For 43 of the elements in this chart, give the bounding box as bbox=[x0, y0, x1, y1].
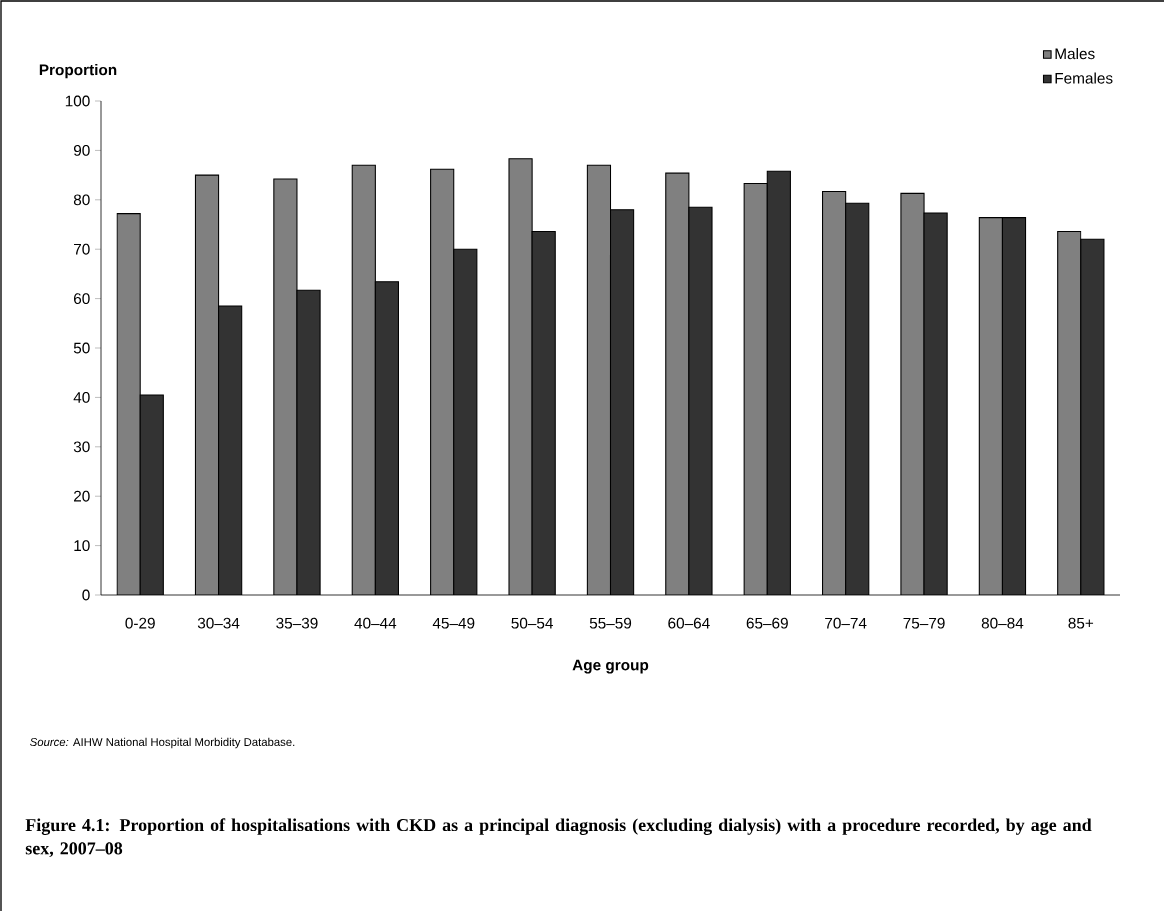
bar bbox=[767, 171, 791, 596]
x-tick-label: 30–34 bbox=[197, 617, 240, 629]
bar bbox=[1002, 217, 1026, 596]
text: Source: AIHW National Hospital Morbidity Database. bbox=[30, 737, 295, 749]
x-tick-label: 45–49 bbox=[432, 617, 475, 629]
bar bbox=[688, 207, 713, 596]
x-tick-label: 0-29 bbox=[125, 617, 155, 629]
y-tick-label: 20 bbox=[74, 490, 90, 502]
bar bbox=[610, 209, 634, 596]
y-tick-label: 70 bbox=[74, 243, 90, 255]
bar bbox=[1080, 238, 1105, 596]
x-tick-label: 55–59 bbox=[589, 617, 632, 629]
text: Figure 4.1: Proportion of hospitalisations with CKD as a principal diagnosis (excluding dialysis) with a procedure recorded, by age and sex, 2007–08 bbox=[25, 818, 1092, 858]
y-tick-label: 100 bbox=[65, 95, 90, 107]
x-tick-label: 75–79 bbox=[903, 617, 945, 629]
bar bbox=[924, 213, 948, 596]
y-tick-label: 80 bbox=[73, 194, 90, 206]
x-tick-label: 65–69 bbox=[746, 617, 788, 629]
bar bbox=[845, 203, 869, 596]
x-tick-label: 35–39 bbox=[276, 617, 318, 629]
bar bbox=[453, 249, 477, 596]
bar bbox=[140, 394, 164, 596]
y-tick-label: 10 bbox=[74, 540, 90, 552]
y-tick-label: 0 bbox=[82, 589, 90, 601]
x-tick-label: 50–54 bbox=[511, 617, 553, 629]
y-axis-title: Proportion bbox=[39, 64, 117, 79]
x-axis-title: Age group bbox=[572, 659, 649, 674]
bar bbox=[532, 231, 556, 596]
x-tick-label: 70–74 bbox=[825, 617, 867, 629]
legend-label: Females bbox=[1055, 72, 1113, 84]
y-tick-label: 40 bbox=[73, 391, 90, 403]
x-tick-label: 60–64 bbox=[668, 617, 710, 629]
y-tick-label: 60 bbox=[74, 293, 90, 305]
y-tick-label: 30 bbox=[73, 441, 90, 453]
x-tick-label: 40–44 bbox=[354, 617, 397, 629]
legend-label: Males bbox=[1055, 47, 1095, 60]
y-tick-label: 50 bbox=[73, 342, 90, 354]
x-tick-label: 85+ bbox=[1068, 617, 1094, 629]
y-tick-label: 90 bbox=[73, 144, 90, 156]
bar bbox=[375, 281, 399, 596]
bar bbox=[218, 306, 242, 596]
bar bbox=[296, 290, 321, 596]
x-tick-label: 80–84 bbox=[981, 617, 1024, 629]
